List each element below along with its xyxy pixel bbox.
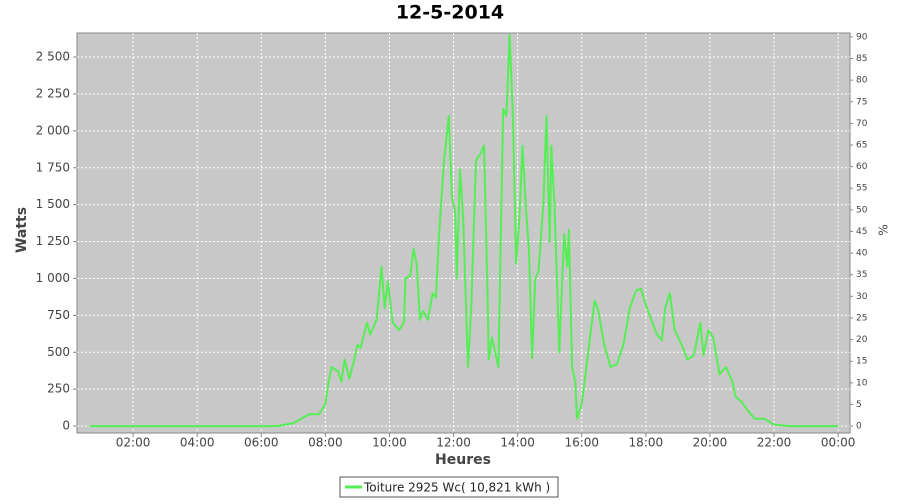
y2-tick-label: 55 (856, 184, 867, 194)
y2-tick-label: 30 (856, 292, 868, 302)
y2-tick-label: 75 (856, 97, 867, 107)
y-tick-label: 750 (47, 308, 70, 322)
x-tick-label: 04:00 (180, 436, 215, 450)
y2-tick-label: 50 (856, 205, 868, 215)
chart-title: 12-5-2014 (396, 2, 504, 24)
y2-tick-label: 60 (856, 162, 868, 172)
y-tick-label: 1 000 (36, 271, 70, 285)
series-line (89, 33, 839, 428)
y-tick-label: 1 500 (36, 197, 70, 211)
y-tick-label: 2 500 (36, 50, 70, 64)
y2-tick-label: 20 (856, 335, 868, 345)
y2-tick-label: 80 (856, 76, 868, 86)
y2-tick-label: 70 (856, 119, 868, 129)
y-axis-label: Watts (14, 207, 30, 253)
y2-tick-label: 5 (856, 400, 862, 410)
y2-tick-label: 25 (856, 313, 867, 323)
y2-tick-label: 35 (856, 270, 867, 280)
x-tick-label: 10:00 (372, 436, 407, 450)
x-tick-label: 16:00 (564, 436, 599, 450)
y-tick-label: 1 750 (36, 160, 70, 174)
x-tick-label: 00:00 (821, 436, 856, 450)
y2-tick-label: 15 (856, 357, 867, 367)
y2-tick-label: 65 (856, 141, 867, 151)
x-tick-label: 02:00 (116, 436, 151, 450)
x-tick-label: 18:00 (629, 436, 664, 450)
y2-tick-label: 85 (856, 54, 867, 64)
x-axis-label: Heures (435, 452, 491, 468)
y-tick-label: 500 (47, 345, 70, 359)
x-tick-label: 12:00 (436, 436, 471, 450)
y2-tick-label: 90 (856, 32, 868, 42)
legend (339, 476, 559, 498)
x-tick-label: 08:00 (308, 436, 343, 450)
x-tick-label: 14:00 (500, 436, 535, 450)
y2-tick-label: 40 (856, 249, 868, 259)
y-tick-label: 2 250 (36, 86, 70, 100)
y2-tick-label: 0 (856, 422, 862, 432)
x-tick-label: 22:00 (757, 436, 792, 450)
y2-axis-label: % (877, 224, 891, 235)
y-tick-label: 250 (47, 382, 70, 396)
y-tick-label: 1 250 (36, 234, 70, 248)
x-tick-label: 20:00 (693, 436, 728, 450)
x-tick-label: 06:00 (244, 436, 279, 450)
y2-tick-label: 10 (856, 378, 868, 388)
y-tick-label: 2 000 (36, 123, 70, 137)
legend-label: Toiture 2925 Wc( 10,821 kWh ) (363, 481, 550, 495)
y-tick-label: 0 (62, 419, 70, 433)
y2-tick-label: 45 (856, 227, 867, 237)
